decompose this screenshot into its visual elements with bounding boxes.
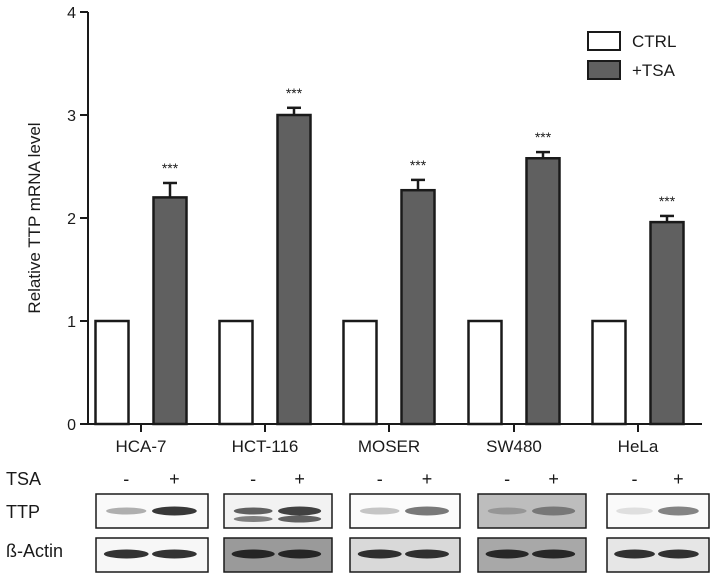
bar-tsa bbox=[525, 157, 561, 426]
bar-ctrl bbox=[94, 319, 130, 426]
blot-band bbox=[278, 515, 322, 523]
blot-band bbox=[485, 549, 529, 559]
blot-band bbox=[357, 549, 402, 559]
blot-plus-sign: + bbox=[673, 469, 684, 489]
blot-minus-sign: - bbox=[504, 469, 510, 489]
blot-band bbox=[152, 506, 197, 516]
blot-band bbox=[233, 507, 273, 515]
y-tick-label: 1 bbox=[67, 314, 76, 331]
blot-plus-sign: + bbox=[548, 469, 559, 489]
legend: CTRL +TSA bbox=[587, 31, 676, 80]
blot-minus-sign: - bbox=[250, 469, 256, 489]
bar-ctrl bbox=[342, 319, 378, 426]
legend-swatch-tsa bbox=[587, 60, 621, 80]
x-tick-label: HeLa bbox=[618, 437, 659, 456]
bar-tsa bbox=[276, 113, 312, 426]
blot-band bbox=[405, 549, 449, 559]
blot-row-label-actin: ß-Actin bbox=[6, 541, 63, 561]
y-axis-title: Relative TTP mRNA level bbox=[25, 122, 44, 313]
significance-label: *** bbox=[410, 157, 427, 173]
blot-band bbox=[103, 549, 149, 559]
bar-ctrl bbox=[467, 319, 503, 426]
blot-band bbox=[278, 506, 322, 516]
y-ticks: 0 1 2 3 4 bbox=[67, 5, 88, 434]
x-axis: HCA-7 HCT-116 MOSER SW480 HeLa bbox=[87, 423, 702, 456]
bar-ctrl bbox=[591, 319, 627, 426]
y-tick-label: 4 bbox=[67, 5, 76, 22]
significance-label: *** bbox=[162, 160, 179, 176]
blot-plus-sign: + bbox=[422, 469, 433, 489]
significance-label: *** bbox=[535, 129, 552, 145]
bars: *** *** *** *** *** bbox=[94, 85, 685, 426]
blot-ttp-strip bbox=[477, 493, 587, 529]
significance-label: *** bbox=[659, 193, 676, 209]
blot-panel: TSA TTP ß-Actin - + - + - + - + - + bbox=[6, 469, 710, 573]
legend-label-tsa: +TSA bbox=[632, 61, 676, 80]
x-tick-label: HCT-116 bbox=[232, 437, 299, 456]
blot-band bbox=[152, 549, 197, 559]
blot-band bbox=[658, 506, 699, 516]
blot-band bbox=[532, 506, 576, 516]
blot-band bbox=[278, 549, 322, 559]
blot-band bbox=[532, 549, 576, 559]
blot-band bbox=[658, 549, 699, 559]
significance-label: *** bbox=[286, 85, 303, 101]
blot-plus-sign: + bbox=[169, 469, 180, 489]
x-tick-label: SW480 bbox=[486, 437, 542, 456]
blot-band bbox=[106, 507, 147, 515]
blot-band bbox=[405, 506, 449, 516]
blot-band bbox=[359, 507, 400, 515]
blot-lanes: - + - + - + - + - + bbox=[95, 469, 710, 573]
y-tick-label: 3 bbox=[67, 108, 76, 125]
x-tick-label: MOSER bbox=[358, 437, 420, 456]
y-tick-label: 0 bbox=[67, 417, 76, 434]
blot-plus-sign: + bbox=[294, 469, 305, 489]
y-axis: 0 1 2 3 4 Relative TTP mRNA level bbox=[25, 5, 89, 434]
blot-band bbox=[614, 549, 655, 559]
blot-band bbox=[231, 549, 275, 559]
blot-band bbox=[233, 516, 273, 522]
x-ticks: HCA-7 HCT-116 MOSER SW480 HeLa bbox=[115, 424, 659, 456]
blot-minus-sign: - bbox=[377, 469, 383, 489]
y-tick-label: 2 bbox=[67, 211, 76, 228]
blot-minus-sign: - bbox=[632, 469, 638, 489]
legend-label-ctrl: CTRL bbox=[632, 32, 676, 51]
bar-ctrl bbox=[218, 319, 254, 426]
x-tick-label: HCA-7 bbox=[115, 437, 166, 456]
blot-band bbox=[616, 507, 653, 515]
blot-row-label-ttp: TTP bbox=[6, 502, 40, 522]
blot-treatment-label: TSA bbox=[6, 469, 41, 489]
blot-minus-sign: - bbox=[123, 469, 129, 489]
bar-tsa bbox=[152, 196, 188, 426]
legend-swatch-ctrl bbox=[587, 31, 621, 51]
blot-band bbox=[487, 507, 527, 515]
bar-tsa bbox=[400, 188, 436, 426]
bar-tsa bbox=[649, 220, 685, 426]
